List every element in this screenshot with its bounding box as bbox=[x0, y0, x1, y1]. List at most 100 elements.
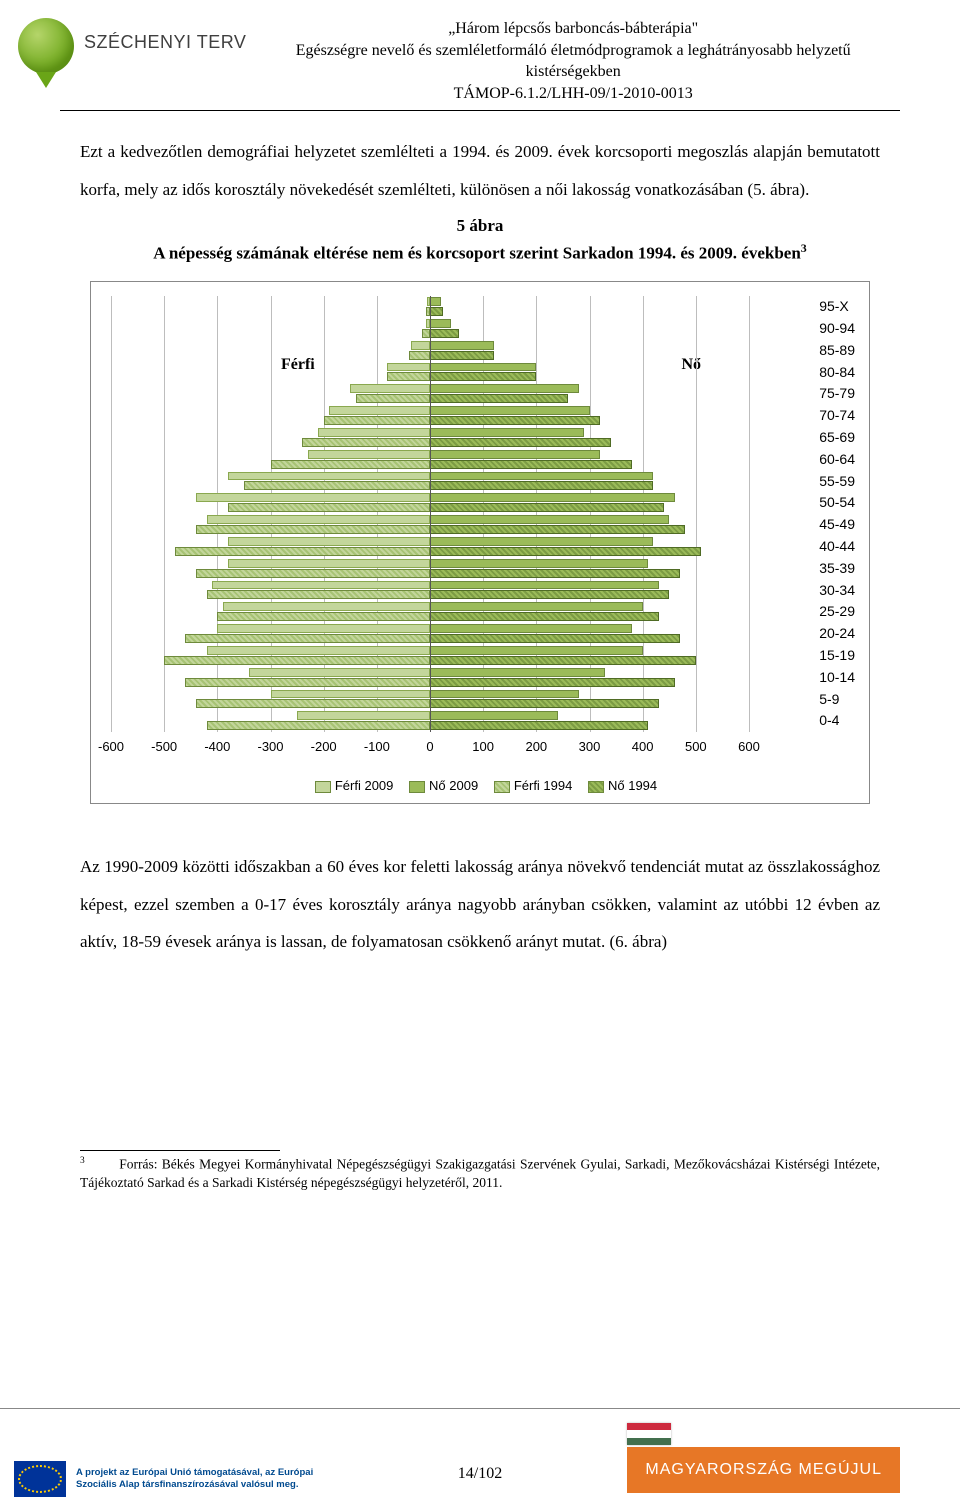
caption-line-2: A népesség számának eltérése nem és korc… bbox=[153, 244, 801, 263]
footer-left: A projekt az Európai Unió támogatásával,… bbox=[0, 1443, 313, 1497]
footnote-number: 3 bbox=[80, 1156, 85, 1166]
caption-line-1: 5 ábra bbox=[0, 212, 960, 239]
bar-m2009 bbox=[411, 341, 430, 350]
header-line-1: „Három lépcsős barboncás-bábterápia" bbox=[246, 18, 900, 40]
footnote-body: Forrás: Békés Megyei Kormányhivatal Népe… bbox=[80, 1157, 880, 1190]
legend-label-0: Férfi 2009 bbox=[335, 778, 394, 793]
x-tick-label: -300 bbox=[257, 739, 283, 754]
bar-f2009 bbox=[430, 493, 675, 502]
bar-m1994 bbox=[356, 394, 430, 403]
bar-m2009 bbox=[271, 690, 431, 699]
bar-m2009 bbox=[249, 668, 430, 677]
bar-f1994 bbox=[430, 394, 568, 403]
gridline bbox=[377, 296, 378, 732]
age-label: 50-54 bbox=[819, 492, 855, 514]
legend-label-2: Férfi 1994 bbox=[514, 778, 573, 793]
bar-f2009 bbox=[430, 384, 579, 393]
bar-f1994 bbox=[430, 351, 494, 360]
bar-m1994 bbox=[196, 525, 430, 534]
age-label: 0-4 bbox=[819, 710, 855, 732]
bar-f2009 bbox=[430, 559, 648, 568]
bar-f2009 bbox=[430, 319, 451, 328]
bar-f1994 bbox=[430, 503, 664, 512]
bar-m2009 bbox=[228, 472, 430, 481]
bar-f2009 bbox=[430, 581, 659, 590]
chart-legend: Férfi 2009 Nő 2009 Férfi 1994 Nő 1994 bbox=[101, 778, 859, 793]
bar-m2009 bbox=[350, 384, 430, 393]
age-label: 40-44 bbox=[819, 536, 855, 558]
x-tick-label: 100 bbox=[472, 739, 494, 754]
bar-m2009 bbox=[223, 602, 430, 611]
bar-m1994 bbox=[196, 699, 430, 708]
gridline bbox=[111, 296, 112, 732]
bar-f2009 bbox=[430, 472, 653, 481]
legend-swatch-f2009 bbox=[409, 781, 425, 793]
x-tick-label: 500 bbox=[685, 739, 707, 754]
bar-m1994 bbox=[422, 329, 430, 338]
gridline bbox=[749, 296, 750, 732]
age-group-labels: 95-X90-9485-8980-8475-7970-7465-6960-645… bbox=[819, 296, 855, 732]
bar-f2009 bbox=[430, 602, 643, 611]
age-label: 55-59 bbox=[819, 471, 855, 493]
paragraph-2: Az 1990-2009 közötti időszakban a 60 éve… bbox=[80, 848, 880, 960]
footer-eu-text-l2: Szociális Alap társfinanszírozásával val… bbox=[76, 1479, 313, 1491]
bar-m1994 bbox=[207, 590, 430, 599]
bar-f2009 bbox=[430, 624, 632, 633]
footnote-rule bbox=[80, 1150, 280, 1151]
legend-swatch-f1994 bbox=[588, 781, 604, 793]
header-line-2: Egészségre nevelő és szemléletformáló él… bbox=[246, 40, 900, 62]
logo-text: SZÉCHENYI TERV bbox=[84, 18, 246, 53]
age-label: 5-9 bbox=[819, 689, 855, 711]
population-pyramid-chart: Férfi Nő 95-X90-9485-8980-8475-7970-7465… bbox=[90, 281, 870, 804]
x-tick-label: -200 bbox=[311, 739, 337, 754]
footer-eu-text: A projekt az Európai Unió támogatásával,… bbox=[76, 1467, 313, 1491]
age-label: 45-49 bbox=[819, 514, 855, 536]
bar-f1994 bbox=[430, 678, 675, 687]
legend-swatch-m1994 bbox=[494, 781, 510, 793]
bar-f1994 bbox=[430, 438, 611, 447]
bar-m1994 bbox=[302, 438, 430, 447]
footer: A projekt az Európai Unió támogatásával,… bbox=[0, 1408, 960, 1511]
bar-m2009 bbox=[308, 450, 430, 459]
bar-m1994 bbox=[185, 678, 430, 687]
bar-m1994 bbox=[271, 460, 431, 469]
bar-f2009 bbox=[430, 646, 643, 655]
gridline bbox=[164, 296, 165, 732]
x-tick-label: -600 bbox=[98, 739, 124, 754]
chart-plot-area: -600-500-400-300-200-1000100200300400500… bbox=[111, 296, 749, 776]
footnote-text: 3 Forrás: Békés Megyei Kormányhivatal Né… bbox=[80, 1155, 880, 1192]
bar-f2009 bbox=[430, 450, 600, 459]
bar-m2009 bbox=[217, 624, 430, 633]
bar-m1994 bbox=[207, 721, 430, 730]
age-label: 75-79 bbox=[819, 383, 855, 405]
bar-m2009 bbox=[387, 363, 430, 372]
bar-f1994 bbox=[430, 656, 696, 665]
bar-m1994 bbox=[164, 656, 430, 665]
header-title-block: „Három lépcsős barboncás-bábterápia" Egé… bbox=[246, 18, 900, 104]
x-tick-label: 200 bbox=[525, 739, 547, 754]
bar-f1994 bbox=[430, 372, 536, 381]
bar-m2009 bbox=[228, 559, 430, 568]
age-label: 60-64 bbox=[819, 449, 855, 471]
bar-f1994 bbox=[430, 481, 653, 490]
x-tick-label: -400 bbox=[204, 739, 230, 754]
bar-m1994 bbox=[185, 634, 430, 643]
gridline bbox=[483, 296, 484, 732]
legend-label-1: Nő 2009 bbox=[429, 778, 478, 793]
legend-label-3: Nő 1994 bbox=[608, 778, 657, 793]
bar-f2009 bbox=[430, 690, 579, 699]
age-label: 90-94 bbox=[819, 318, 855, 340]
footer-right-badge: MAGYARORSZÁG MEGÚJUL bbox=[627, 1447, 900, 1493]
footer-eu-text-l1: A projekt az Európai Unió támogatásával,… bbox=[76, 1467, 313, 1479]
figure-caption: 5 ábra A népesség számának eltérése nem … bbox=[0, 212, 960, 267]
legend-swatch-m2009 bbox=[315, 781, 331, 793]
bar-f2009 bbox=[430, 537, 653, 546]
bar-f1994 bbox=[430, 547, 701, 556]
bar-m1994 bbox=[409, 351, 430, 360]
bar-m2009 bbox=[212, 581, 430, 590]
x-tick-label: 300 bbox=[579, 739, 601, 754]
gridline bbox=[271, 296, 272, 732]
caption-footnote-ref: 3 bbox=[801, 241, 807, 255]
bar-f2009 bbox=[430, 341, 494, 350]
bar-f2009 bbox=[430, 515, 669, 524]
